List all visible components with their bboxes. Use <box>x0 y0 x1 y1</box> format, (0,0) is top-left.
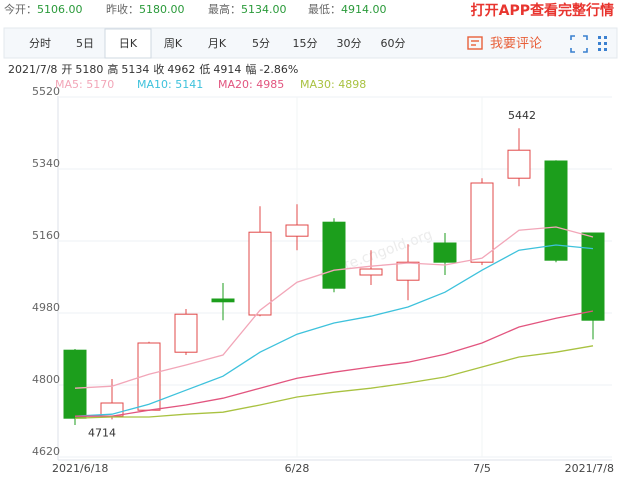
ma-line <box>74 345 594 419</box>
y-tick-label: 5340 <box>32 157 60 170</box>
annotation: 5442 <box>508 109 536 122</box>
candle-body <box>285 224 309 237</box>
candle-body <box>322 221 346 289</box>
quote: 昨收：5180.00 <box>106 2 185 16</box>
legend-item: MA5: 5170 <box>55 78 114 91</box>
quote-label: 最高： <box>208 2 241 16</box>
legend-item: MA30: 4898 <box>300 78 366 91</box>
quote-value: 5106.00 <box>37 3 83 16</box>
candle-body <box>470 182 494 263</box>
y-tick-label: 5160 <box>32 229 60 242</box>
tab[interactable]: 5日 <box>76 37 94 50</box>
tab[interactable]: 60分 <box>381 37 406 50</box>
ma-line <box>74 244 594 417</box>
candle-body <box>581 232 605 321</box>
quote-label: 昨收： <box>106 2 139 16</box>
quote-value: 5134.00 <box>241 3 287 16</box>
info-label: 收 <box>153 62 164 76</box>
info-date: 2021/7/8 <box>8 63 57 76</box>
x-tick-label: 2021/7/8 <box>565 462 614 475</box>
info-value: -2.86% <box>259 63 298 76</box>
tab[interactable]: 30分 <box>337 37 362 50</box>
comment-icon <box>467 36 483 50</box>
app-link[interactable]: 打开APP查看完整行情 <box>471 2 614 19</box>
quote-label: 今开： <box>4 2 37 16</box>
comment-button[interactable]: 我要评论 <box>490 37 542 52</box>
info-value: 5134 <box>121 63 149 76</box>
tab[interactable]: 15分 <box>293 37 318 50</box>
tab-selected <box>104 28 152 59</box>
x-tick-label: 2021/6/18 <box>52 462 108 475</box>
tab[interactable]: 日K <box>119 37 138 50</box>
tab[interactable]: 分时 <box>29 37 51 50</box>
quote-value: 5180.00 <box>139 3 185 16</box>
info-label: 开 <box>61 63 72 76</box>
tab[interactable]: 月K <box>208 37 227 50</box>
candle-body <box>248 231 272 316</box>
info-label: 高 <box>107 62 118 76</box>
info-value: 5180 <box>75 63 103 76</box>
quote-value: 4914.00 <box>341 3 387 16</box>
ma-line <box>75 310 594 417</box>
y-tick-label: 4800 <box>32 373 60 386</box>
fullscreen-icon[interactable] <box>570 35 588 53</box>
candle-body <box>211 298 235 303</box>
candle-body <box>359 268 383 276</box>
tab[interactable]: 5分 <box>252 37 270 50</box>
candle-body <box>544 160 568 261</box>
quote: 最高：5134.00 <box>208 2 287 16</box>
candle-body <box>433 242 457 263</box>
legend-item: MA20: 4985 <box>218 78 284 91</box>
x-tick-label: 7/5 <box>473 462 491 475</box>
ma-line <box>74 226 594 389</box>
info-label: 幅 <box>245 63 256 76</box>
info-label: 低 <box>199 63 210 76</box>
y-tick-label: 5520 <box>32 85 60 98</box>
y-tick-label: 4980 <box>32 301 60 314</box>
legend-item: MA10: 5141 <box>137 78 203 91</box>
settings-icon[interactable] <box>598 36 607 51</box>
candle-body <box>63 349 87 419</box>
quote: 最低：4914.00 <box>308 3 387 16</box>
x-tick-label: 6/28 <box>285 462 310 475</box>
y-tick-label: 4620 <box>32 445 60 458</box>
info-value: 4962 <box>167 63 195 76</box>
candle-body <box>174 313 198 353</box>
info-value: 4914 <box>213 63 241 76</box>
candle-body <box>396 261 420 281</box>
annotation: 4714 <box>88 426 116 439</box>
info-line: 2021/7/8 开 5180 高 5134 收 4962 低 4914 幅 -2.86% <box>8 62 298 76</box>
tab[interactable]: 周K <box>164 37 183 50</box>
quote-label: 最低： <box>308 3 341 16</box>
candle-body <box>507 149 531 179</box>
quote: 今开：5106.00 <box>4 2 83 16</box>
